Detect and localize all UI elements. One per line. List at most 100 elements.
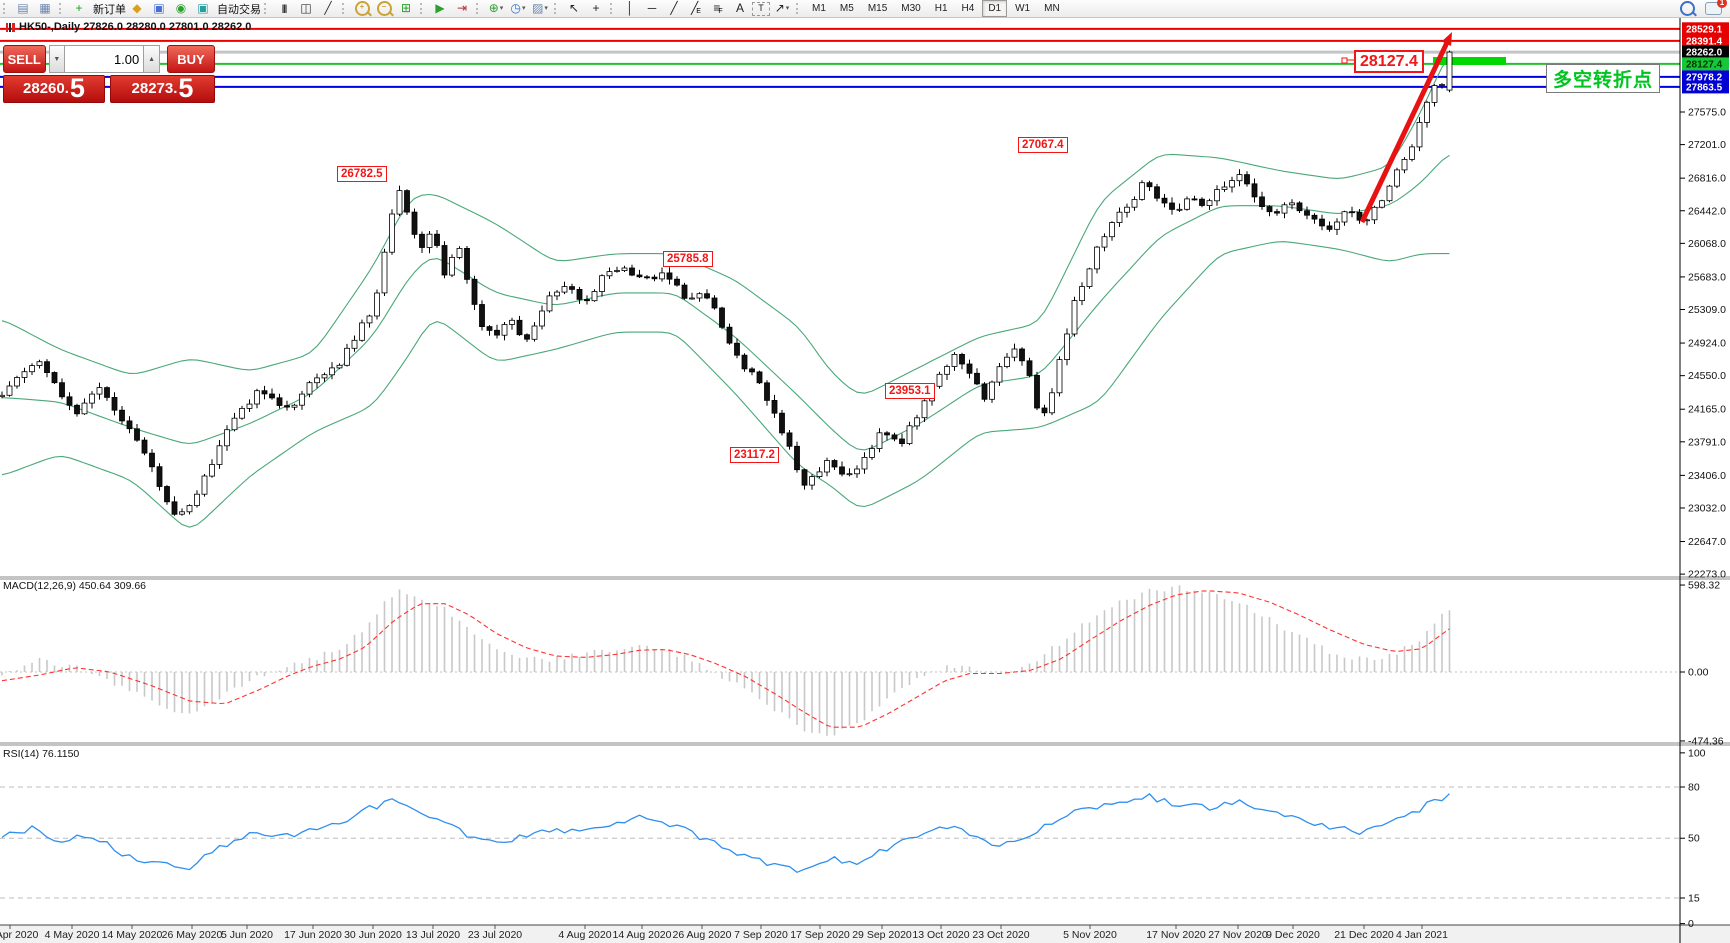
turning-point-label[interactable]: 多空转折点 xyxy=(1546,64,1660,93)
svg-text:26816.0: 26816.0 xyxy=(1688,173,1726,185)
tile-windows-icon[interactable]: ⊞ xyxy=(396,1,416,16)
autotrading-button[interactable]: ▣ xyxy=(193,1,213,16)
terminal-icon[interactable]: ▣ xyxy=(149,1,169,16)
trendline-icon[interactable]: ╱ xyxy=(664,1,684,16)
bid-price-button[interactable]: 28260. 5 xyxy=(3,75,105,103)
svg-text:29 Sep 2020: 29 Sep 2020 xyxy=(852,929,912,941)
cursor-icon[interactable]: ↖ xyxy=(564,1,584,16)
equidistant-channel-icon[interactable]: ╱ E xyxy=(686,1,706,16)
candlestick-series xyxy=(0,50,1453,516)
macd-indicator-label: MACD(12,26,9) 450.64 309.66 xyxy=(3,580,147,592)
macd-signal-line xyxy=(1,590,1450,728)
svg-text:0.00: 0.00 xyxy=(1688,667,1709,679)
timeframe-w1-button[interactable]: W1 xyxy=(1015,3,1031,14)
new-chart-icon: ▤ xyxy=(17,1,29,15)
zoom-in-icon: + xyxy=(354,1,370,16)
new-chart-icon[interactable]: ▤ xyxy=(13,1,33,16)
timeframe-m5-button[interactable]: M5 xyxy=(839,3,854,14)
candlestick-chart-icon[interactable]: ◫ xyxy=(296,1,316,16)
auto-scroll-icon: ▶ xyxy=(435,1,445,15)
price-annotation[interactable]: 28127.4 xyxy=(1354,50,1424,73)
autotrading-button-label[interactable]: 自动交易 xyxy=(217,3,261,16)
svg-text:22647.0: 22647.0 xyxy=(1688,536,1726,548)
buy-button[interactable]: BUY xyxy=(166,45,216,73)
price-annotation[interactable]: 26782.5 xyxy=(337,166,387,182)
svg-text:13 Jul 2020: 13 Jul 2020 xyxy=(406,929,460,941)
svg-text:598.32: 598.32 xyxy=(1688,580,1720,592)
crosshair-icon: + xyxy=(592,1,600,15)
price-annotation[interactable]: 23953.1 xyxy=(885,383,935,399)
candlestick-chart-icon: ◫ xyxy=(300,1,312,15)
svg-text:23 Jul 2020: 23 Jul 2020 xyxy=(468,929,522,941)
ask-price-button[interactable]: 28273. 5 xyxy=(110,75,215,103)
timeframe-d1-button[interactable]: D1 xyxy=(982,0,1008,17)
toolbar-grip xyxy=(796,3,801,14)
ask-big-digit: 5 xyxy=(178,73,194,103)
sell-button[interactable]: SELL xyxy=(3,45,46,73)
tester-icon: ◉ xyxy=(175,1,187,15)
tester-icon[interactable]: ◉ xyxy=(171,1,191,16)
chat-icon[interactable]: 1 xyxy=(1705,0,1727,15)
text-label-icon[interactable]: T xyxy=(752,1,770,16)
price-annotation[interactable]: 27067.4 xyxy=(1018,137,1068,153)
dropdown-caret-icon: ▾ xyxy=(521,5,526,12)
line-chart-icon: ╱ xyxy=(324,1,332,15)
svg-text:0: 0 xyxy=(1688,918,1694,930)
vertical-line-icon: │ xyxy=(626,1,634,15)
svg-text:5 Nov 2020: 5 Nov 2020 xyxy=(1063,929,1117,941)
svg-text:27 Nov 2020: 27 Nov 2020 xyxy=(1208,929,1268,941)
arrows-icon[interactable]: ↗ ▾ xyxy=(772,1,792,16)
timeframe-mn-button[interactable]: MN xyxy=(1044,3,1060,14)
zoom-out-icon[interactable]: − xyxy=(374,1,394,16)
svg-text:28529.1: 28529.1 xyxy=(1686,24,1723,35)
templates-icon[interactable]: ▨ ▾ xyxy=(530,1,550,16)
text-icon[interactable]: A xyxy=(730,1,750,16)
volume-input[interactable] xyxy=(65,45,144,73)
chart-shift-icon[interactable]: ⇥ xyxy=(452,1,472,16)
price-annotation[interactable]: 25785.8 xyxy=(663,251,713,267)
chart-shift-icon: ⇥ xyxy=(456,1,468,15)
toolbar-grip xyxy=(476,3,481,14)
new-order-button-label[interactable]: 新订单 xyxy=(93,3,126,16)
price-annotation[interactable]: 23117.2 xyxy=(730,447,779,463)
line-chart-icon[interactable]: ╱ xyxy=(318,1,338,16)
horizontal-line-icon[interactable]: ─ xyxy=(642,1,662,16)
trend-arrow[interactable] xyxy=(1359,32,1452,224)
fibonacci-icon: ≡ xyxy=(713,1,721,15)
fibonacci-icon-sub: F xyxy=(718,8,723,15)
chart-title-text: HK50-,Daily 27826.0 28280.0 27801.0 2826… xyxy=(19,21,252,33)
volume-decrease-button[interactable]: ▼ xyxy=(48,45,66,73)
timeframe-m15-button[interactable]: M15 xyxy=(867,3,888,14)
indicators-icon[interactable]: ⊕ ▾ xyxy=(486,1,506,16)
green-highlight-bar[interactable] xyxy=(1433,57,1506,65)
svg-text:14 Aug 2020: 14 Aug 2020 xyxy=(613,929,672,941)
toolbar-right-group: 1 xyxy=(1680,0,1727,16)
crosshair-icon[interactable]: + xyxy=(586,1,606,16)
bar-chart-icon[interactable]: ||| xyxy=(274,1,294,16)
timeframe-m30-button[interactable]: M30 xyxy=(901,3,921,14)
svg-text:80: 80 xyxy=(1688,782,1700,794)
chart-window-title: HK50-,Daily 27826.0 28280.0 27801.0 2826… xyxy=(6,21,251,33)
new-order-button[interactable]: + xyxy=(69,1,89,16)
timeframe-h1-button[interactable]: H1 xyxy=(934,3,948,14)
timeframe-m1-button[interactable]: M1 xyxy=(812,3,826,14)
fibonacci-icon[interactable]: ≡ F xyxy=(708,1,728,16)
timeframe-h4-button[interactable]: H4 xyxy=(961,3,975,14)
rsi-line xyxy=(1,793,1450,874)
search-icon[interactable] xyxy=(1680,1,1695,16)
bollinger-middle-band xyxy=(1,154,1450,451)
periods-icon[interactable]: ◷ ▾ xyxy=(508,1,528,16)
auto-scroll-icon[interactable]: ▶ xyxy=(430,1,450,16)
eraser-icon: ◆ xyxy=(132,1,142,15)
profiles-icon[interactable]: ▦ xyxy=(35,1,55,16)
zoom-in-icon[interactable]: + xyxy=(352,1,372,16)
svg-text:25309.0: 25309.0 xyxy=(1688,304,1726,316)
svg-text:4 Aug 2020: 4 Aug 2020 xyxy=(558,929,611,941)
toolbar-grip xyxy=(420,3,425,14)
eraser-icon[interactable]: ◆ xyxy=(127,1,147,16)
svg-text:100: 100 xyxy=(1688,747,1706,759)
volume-increase-button[interactable]: ▲ xyxy=(143,45,160,73)
bar-chart-icon: ||| xyxy=(281,3,287,13)
vertical-line-icon[interactable]: │ xyxy=(620,1,640,16)
